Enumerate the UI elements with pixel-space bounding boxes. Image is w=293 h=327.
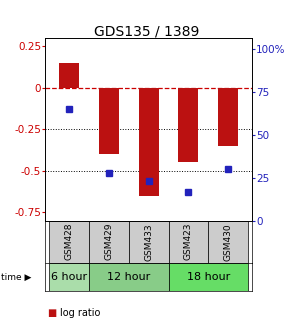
Text: log ratio: log ratio (60, 308, 100, 318)
Bar (59, 62, 79, 88)
FancyBboxPatch shape (168, 263, 248, 291)
FancyBboxPatch shape (50, 221, 89, 263)
FancyBboxPatch shape (89, 221, 129, 263)
Bar (99, 88, 119, 154)
Text: GSM423: GSM423 (184, 223, 193, 261)
Text: 18 hour: 18 hour (187, 272, 230, 282)
FancyBboxPatch shape (208, 221, 248, 263)
Text: GSM429: GSM429 (105, 223, 113, 261)
Text: 6 hour: 6 hour (51, 272, 87, 282)
FancyBboxPatch shape (89, 263, 168, 291)
Text: time ▶: time ▶ (1, 272, 32, 282)
Text: GDS135 / 1389: GDS135 / 1389 (94, 25, 199, 39)
FancyBboxPatch shape (168, 221, 208, 263)
FancyBboxPatch shape (129, 221, 168, 263)
Bar (139, 88, 159, 196)
FancyBboxPatch shape (50, 263, 89, 291)
Text: GSM430: GSM430 (224, 223, 233, 261)
Text: GSM428: GSM428 (65, 223, 74, 261)
Text: ■: ■ (47, 308, 56, 318)
Bar (218, 88, 238, 146)
Text: GSM433: GSM433 (144, 223, 153, 261)
Text: 12 hour: 12 hour (107, 272, 151, 282)
Bar (178, 88, 198, 163)
